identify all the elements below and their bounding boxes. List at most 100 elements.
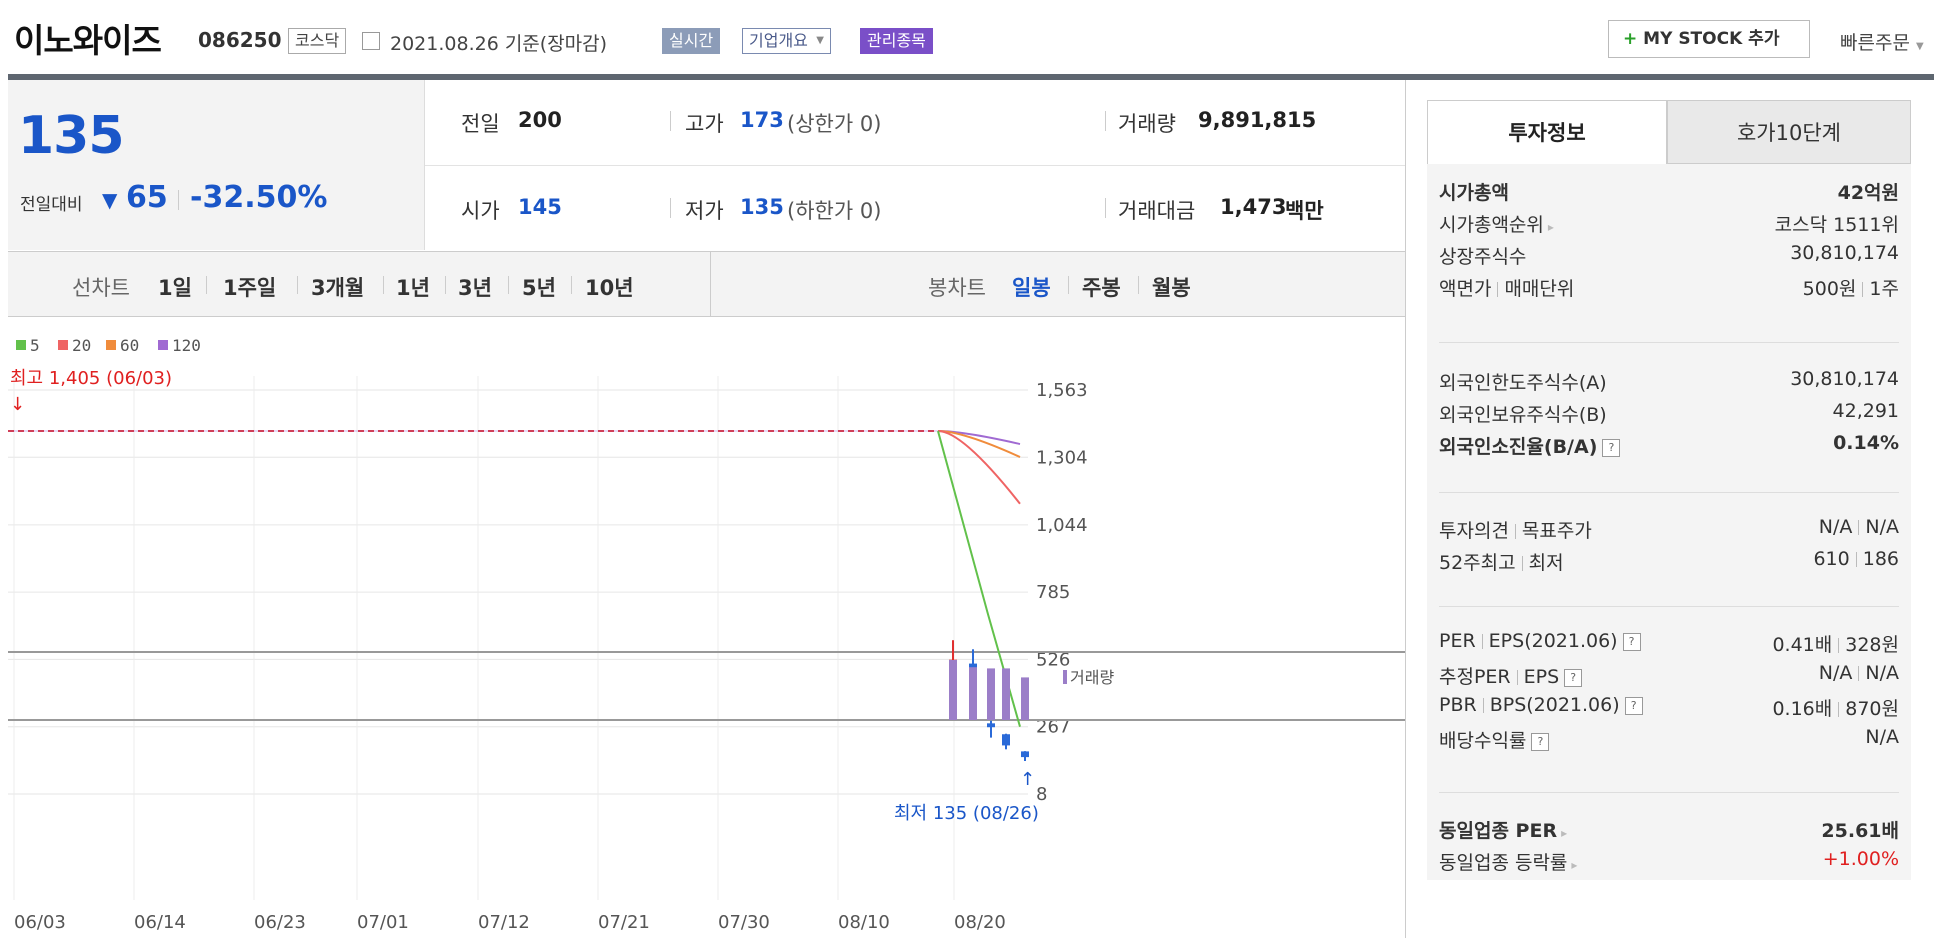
open-value: 145: [518, 195, 562, 219]
tab-1w[interactable]: 1주일: [223, 276, 277, 300]
info-value: 30,810,174: [1790, 242, 1899, 264]
divider: [297, 276, 298, 294]
investment-info-panel: 투자정보 호가10단계 시가총액 42억원 시가총액순위 ▸ 코스닥 1511위 상장주식…: [1427, 100, 1911, 880]
x-tick-label: 06/03: [14, 912, 66, 933]
lower-limit: (하한가 0): [787, 199, 882, 223]
info-value: +1.00%: [1823, 848, 1899, 870]
info-label-text: 외국인소진율(B/A): [1439, 436, 1598, 458]
help-icon[interactable]: ?: [1624, 696, 1643, 715]
tab-1y[interactable]: 1년: [396, 276, 430, 300]
tab-weekly[interactable]: 주봉: [1082, 276, 1121, 300]
info-row: PER EPS(2021.06)? 0.41배 328원: [1439, 630, 1899, 664]
help-icon[interactable]: ?: [1564, 668, 1583, 687]
info-label-text: 액면가: [1439, 278, 1492, 300]
min-arrow-icon: ↑: [1020, 769, 1035, 790]
info-label: 배당수익률?: [1439, 726, 1550, 753]
quick-order-button[interactable]: 빠른주문 ▼: [1840, 28, 1924, 55]
legend-swatch: [58, 340, 68, 350]
change-percent: -32.50%: [190, 180, 328, 215]
info-value-text: N/A: [1818, 516, 1853, 538]
add-my-stock-button[interactable]: + MY STOCK 추가: [1608, 20, 1810, 58]
info-value: 42,291: [1833, 400, 1899, 422]
caret-right-icon[interactable]: ▸: [1561, 826, 1568, 840]
realtime-button[interactable]: 실시간: [662, 28, 721, 54]
amount-value: 1,473: [1220, 195, 1287, 219]
legend-label: 60: [120, 336, 139, 355]
divider: [1138, 276, 1139, 294]
calendar-icon: [362, 32, 380, 50]
x-tick-label: 06/23: [254, 912, 306, 933]
y-tick-label: 526: [1036, 649, 1070, 670]
info-value-text: 1주: [1869, 278, 1899, 300]
help-icon[interactable]: ?: [1602, 438, 1621, 457]
info-value-text: 30,810,174: [1790, 242, 1899, 264]
tab-investment-info[interactable]: 투자정보: [1427, 100, 1667, 164]
info-label-text: 시가총액순위: [1439, 214, 1544, 236]
info-label-text: 동일업종 등락률: [1439, 852, 1568, 874]
info-value-text: 25.61배: [1821, 820, 1899, 842]
ma20-line: [937, 430, 1021, 505]
legend-swatch: [16, 340, 26, 350]
max-arrow-icon: ↓: [10, 394, 25, 415]
tab-monthly[interactable]: 월봉: [1152, 276, 1191, 300]
prev-close-value: 200: [518, 108, 562, 132]
x-tick-label: 08/20: [954, 912, 1006, 933]
info-row: 시가총액순위 ▸ 코스닥 1511위: [1439, 210, 1899, 244]
tab-5y[interactable]: 5년: [522, 276, 556, 300]
info-value: N/A N/A: [1819, 516, 1899, 538]
info-row: 외국인보유주식수(B) 42,291: [1439, 400, 1899, 434]
divider: [1105, 111, 1106, 131]
help-icon[interactable]: ?: [1622, 632, 1641, 651]
upper-limit: (상한가 0): [787, 112, 882, 136]
help-icon[interactable]: ?: [1531, 732, 1550, 751]
info-label-text: 외국인보유주식수(B): [1439, 404, 1607, 426]
tab-daily[interactable]: 일봉: [1012, 276, 1051, 300]
info-value-text: +1.00%: [1822, 848, 1899, 870]
tab-order-book[interactable]: 호가10단계: [1667, 100, 1911, 164]
divider: [1516, 670, 1518, 685]
caret-right-icon[interactable]: ▸: [1571, 858, 1578, 872]
tab-1d[interactable]: 1일: [158, 276, 192, 300]
tab-3y[interactable]: 3년: [458, 276, 492, 300]
divider: [1068, 276, 1069, 294]
legend-label: 120: [172, 336, 201, 355]
info-label-text: 배당수익률: [1439, 730, 1527, 752]
legend-label: 20: [72, 336, 91, 355]
info-label: 상장주식수: [1439, 242, 1526, 269]
info-value-text: 500원: [1802, 278, 1857, 300]
info-label-text: 투자의견: [1439, 520, 1509, 542]
candle-chart-label: 봉차트: [928, 276, 986, 300]
chevron-down-icon: ▼: [816, 35, 824, 46]
volume-value: 9,891,815: [1198, 108, 1317, 132]
candle-body: [1021, 751, 1029, 758]
info-label-text: 상장주식수: [1439, 246, 1527, 268]
down-arrow-icon: ▼: [102, 188, 118, 212]
x-tick-label: 08/10: [838, 912, 890, 933]
change-value: 65: [126, 180, 168, 215]
company-overview-button[interactable]: 기업개요 ▼: [742, 28, 831, 54]
section-divider: [1439, 606, 1899, 607]
info-label-text: BPS(2021.06): [1489, 694, 1620, 716]
divider: [508, 276, 509, 294]
info-value-text: 42억원: [1837, 182, 1899, 204]
tab-10y[interactable]: 10년: [585, 276, 634, 300]
open-label: 시가: [461, 199, 500, 223]
info-value: 코스닥 1511위: [1775, 210, 1899, 237]
chart-period-tabs: 선차트 1일 1주일 3개월 1년 3년 5년 10년 봉차트 일봉 주봉 월봉: [8, 251, 1406, 317]
tab-3m[interactable]: 3개월: [311, 276, 365, 300]
section-divider: [1439, 492, 1899, 493]
info-value: N/A: [1865, 726, 1899, 748]
min-price-label: 최저 135 (08/26): [894, 803, 1039, 824]
price-row-1: [425, 80, 1406, 166]
amount-unit: 백만: [1285, 199, 1324, 223]
plus-icon: +: [1623, 29, 1638, 49]
info-label: PER EPS(2021.06)?: [1439, 630, 1641, 652]
info-value-text: N/A: [1865, 726, 1899, 748]
caret-right-icon[interactable]: ▸: [1547, 220, 1554, 234]
x-tick-label: 06/14: [134, 912, 186, 933]
top-divider: [8, 74, 1934, 80]
market-tag: 코스닥: [288, 28, 347, 54]
divider: [1855, 552, 1857, 567]
info-value-text: 30,810,174: [1790, 368, 1899, 390]
volume-legend-swatch: [1063, 670, 1067, 684]
